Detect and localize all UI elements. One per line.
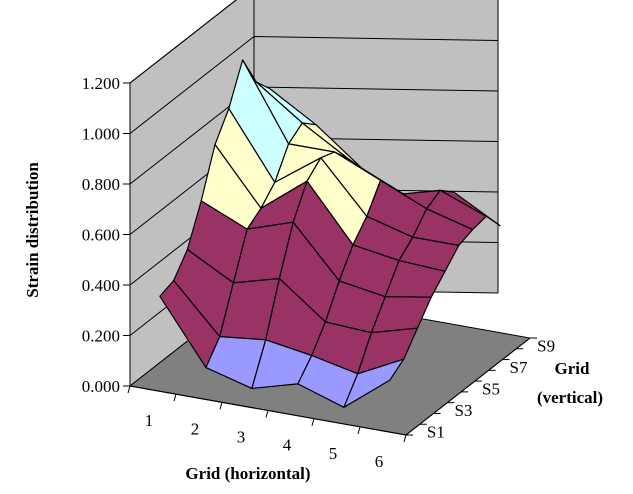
- gridline: [129, 35, 499, 134]
- surface-plot: [159, 59, 501, 408]
- y-tick-label: 0.200: [82, 327, 120, 346]
- x-tick-mark: [265, 410, 269, 418]
- x-tick-mark: [403, 434, 407, 443]
- x-tick-label: 5: [329, 444, 338, 463]
- depth-tick-label: S9: [537, 336, 555, 355]
- y-axis-title: Strain distribution: [23, 162, 42, 298]
- depth-tick-label: S1: [427, 423, 445, 442]
- x-axis-title: Grid (horizontal): [185, 464, 310, 483]
- x-tick-mark: [219, 402, 223, 410]
- depth-axis-title-line-1: Grid: [555, 359, 590, 378]
- depth-tick-label: S7: [510, 358, 528, 377]
- x-tick-mark: [311, 418, 315, 426]
- depth-tick-label: S3: [454, 401, 472, 420]
- x-tick-label: 6: [375, 452, 384, 471]
- x-tick-label: 4: [283, 436, 292, 455]
- y-tick-label: 1.000: [82, 125, 120, 144]
- y-tick-label: 0.400: [82, 276, 120, 295]
- gridline: [129, 0, 237, 84]
- y-tick-label: 0.800: [82, 175, 120, 194]
- x-tick-mark: [173, 394, 177, 402]
- y-tick-label: 1.200: [82, 74, 120, 93]
- surface-cell: [343, 358, 405, 408]
- x-tick-label: 3: [237, 427, 246, 446]
- x-tick-label: 1: [145, 411, 154, 430]
- depth-axis-line: [405, 337, 531, 436]
- depth-tick-label: S5: [482, 380, 500, 399]
- x-tick-mark: [357, 426, 361, 434]
- x-tick-label: 2: [191, 419, 200, 438]
- chart-axes: 0.000 0.200 0.400 0.600 0.800 1.000 1.200 1 2 3 4 5…: [82, 74, 555, 471]
- depth-axis-title-line-2: (vertical): [537, 388, 603, 407]
- y-tick-label: 0.000: [82, 377, 120, 396]
- y-tick-label: 0.600: [82, 226, 120, 245]
- x-tick-mark: [127, 385, 131, 394]
